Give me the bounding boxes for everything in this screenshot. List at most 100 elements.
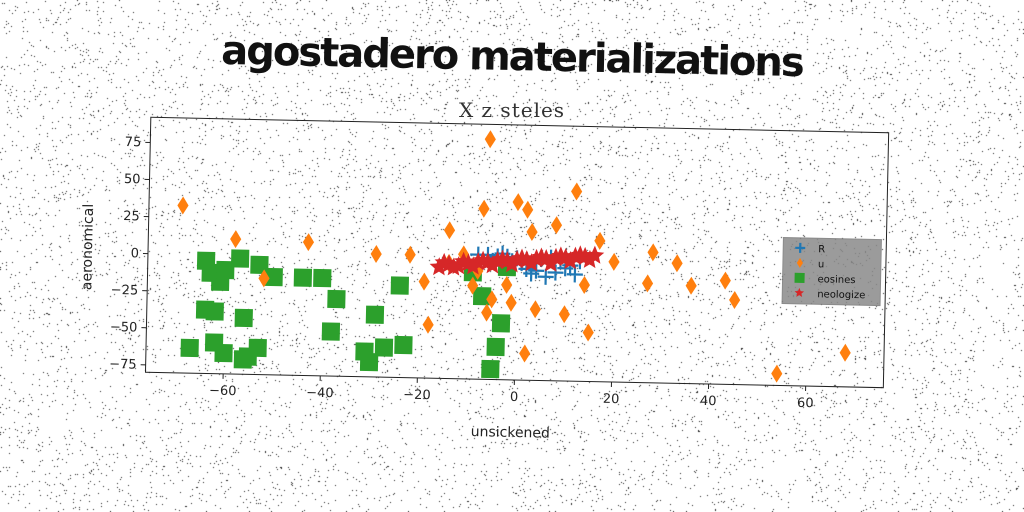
point-eosines (374, 338, 394, 357)
point-u (671, 254, 683, 273)
point-neologize (580, 249, 600, 269)
point-u (641, 274, 654, 293)
point-u (608, 252, 620, 271)
point-u (443, 221, 456, 240)
point-neologize (560, 251, 580, 270)
point-u (467, 276, 479, 295)
y-tick-label: −50 (110, 320, 138, 336)
point-R (566, 266, 583, 283)
point-eosines (321, 322, 341, 341)
y-tick-label: 0 (131, 246, 140, 261)
point-u (529, 300, 541, 319)
point-eosines (180, 338, 199, 358)
point-eosines (234, 308, 253, 328)
point-eosines (216, 260, 235, 280)
x-axis: −60 −40 −20 0 20 40 60 (209, 373, 814, 411)
legend-label: u (818, 259, 825, 270)
point-neologize (444, 257, 464, 276)
point-eosines (293, 268, 313, 287)
point-neologize (541, 253, 561, 272)
point-neologize (502, 254, 522, 273)
point-eosines (390, 276, 410, 295)
x-tick-label: −40 (306, 386, 334, 402)
y-tick-label: −25 (111, 283, 139, 299)
point-u (582, 323, 594, 342)
legend-label: neologize (817, 289, 865, 301)
point-u (526, 223, 538, 242)
point-u (370, 244, 382, 263)
point-u (647, 243, 659, 262)
point-eosines (365, 305, 385, 324)
point-u (418, 272, 430, 291)
legend-label: R (818, 244, 825, 255)
point-u (578, 276, 590, 295)
x-tick-label: −60 (209, 384, 237, 400)
point-eosines (250, 255, 269, 275)
point-eosines (481, 359, 500, 379)
point-eosines (214, 343, 233, 363)
y-tick-label: 75 (125, 135, 142, 150)
x-axis-title: unsickened (471, 424, 551, 442)
point-u (550, 216, 563, 235)
point-neologize (551, 246, 571, 265)
legend: Ru eosines neologize (781, 237, 882, 307)
point-eosines (359, 352, 379, 372)
x-tick-label: 20 (603, 392, 620, 407)
point-u (522, 200, 534, 219)
point-u (558, 305, 570, 324)
point-u (505, 293, 517, 312)
point-eosines (486, 337, 505, 357)
point-eosines (313, 268, 332, 288)
point-u (478, 199, 490, 218)
point-neologize (483, 255, 503, 274)
point-R (547, 264, 564, 281)
point-u (484, 130, 496, 149)
point-eosines (238, 347, 257, 366)
point-u (839, 343, 851, 362)
x-tick-label: −20 (403, 388, 431, 404)
point-u (481, 303, 493, 322)
x-tick-label: 40 (700, 394, 717, 409)
point-u (771, 364, 783, 383)
point-u (177, 196, 189, 215)
point-neologize (521, 253, 541, 272)
legend-marker-u (796, 257, 804, 268)
point-u (501, 275, 513, 294)
point-eosines (394, 335, 413, 355)
y-tick-label: 25 (123, 209, 140, 224)
y-axis-title: aeronomical (79, 204, 97, 291)
point-eosines (491, 314, 511, 333)
point-u (512, 193, 524, 212)
y-tick-label: −75 (109, 357, 137, 373)
legend-box (781, 237, 882, 307)
y-axis: 75 50 25 0 −25 −50 −75 (109, 135, 151, 373)
point-u (404, 245, 416, 264)
point-u (594, 231, 606, 250)
point-u (422, 315, 434, 334)
point-u (719, 271, 731, 290)
point-u (486, 290, 498, 309)
point-neologize (463, 256, 483, 275)
point-u (729, 291, 741, 310)
point-neologize (434, 252, 454, 272)
legend-marker-R (795, 242, 806, 253)
chart-title: X z steles (459, 98, 565, 122)
point-eosines (327, 289, 346, 309)
x-tick-label: 60 (797, 396, 814, 411)
point-u (302, 233, 315, 252)
y-tick-label: 50 (124, 172, 141, 187)
point-eosines (230, 249, 250, 268)
x-tick-label: 0 (510, 390, 519, 405)
point-eosines (195, 300, 215, 319)
point-u (519, 344, 531, 363)
point-R (537, 268, 554, 285)
point-u (685, 276, 697, 295)
legend-marker-neologize (794, 287, 805, 298)
plot-area (177, 130, 851, 383)
point-eosines (472, 287, 492, 306)
point-neologize (429, 257, 449, 276)
legend-marker-eosines (794, 272, 805, 284)
point-u (258, 269, 270, 288)
point-u (571, 182, 583, 201)
